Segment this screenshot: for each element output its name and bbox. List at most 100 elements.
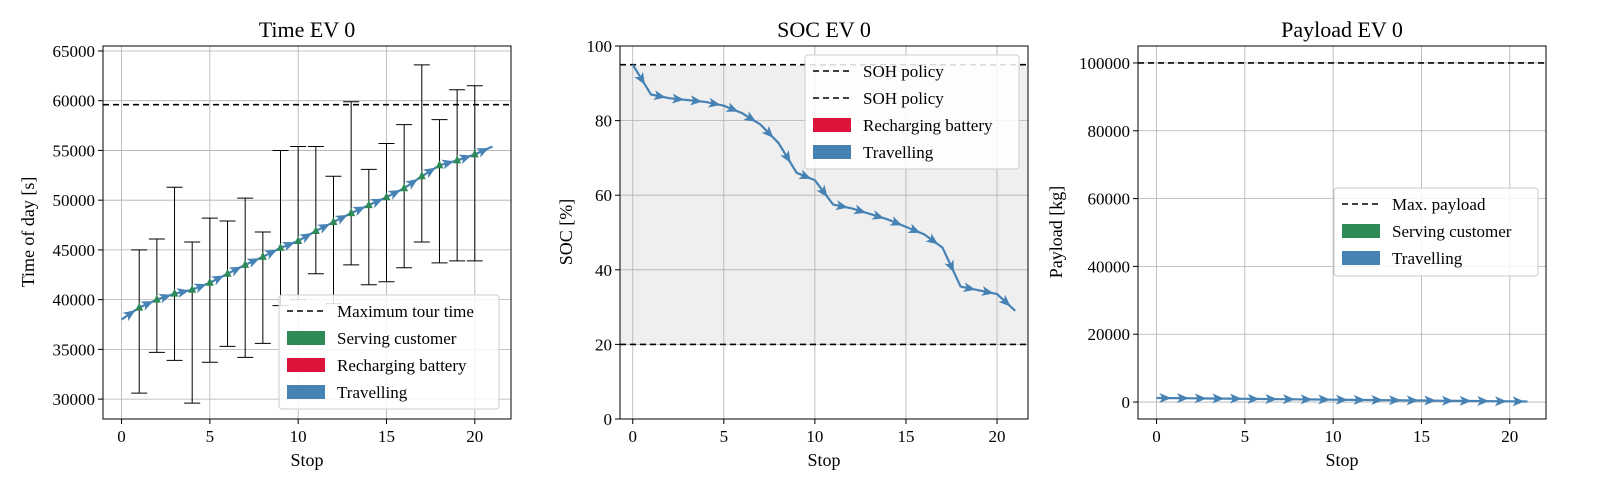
travel-arrow <box>387 190 401 200</box>
travel-arrow <box>925 233 939 245</box>
y-tick-label: 60 <box>595 186 612 205</box>
travel-arrow <box>1282 394 1296 405</box>
legend-box <box>804 54 1020 170</box>
chart-title: Payload EV 0 <box>1281 17 1403 42</box>
travel-arrow <box>458 154 472 165</box>
y-axis-label: SOC [%] <box>556 199 576 266</box>
travel-arrow <box>140 301 154 311</box>
travel-arrow <box>1229 393 1243 404</box>
travel-arrow <box>264 249 278 260</box>
travel-arrow <box>317 223 331 234</box>
legend-swatch-serving <box>287 331 325 345</box>
x-tick-label: 0 <box>1152 427 1161 446</box>
travel-arrow <box>476 147 490 158</box>
y-axis-label: Time of day [s] <box>18 177 38 288</box>
chart-title: SOC EV 0 <box>777 17 871 42</box>
travel-arrow <box>835 200 849 211</box>
travel-arrow <box>1300 394 1313 405</box>
x-tick-label: 10 <box>290 427 307 446</box>
travel-arrow <box>193 283 207 294</box>
travel-arrow <box>725 102 739 112</box>
legend-label: Recharging battery <box>863 116 993 135</box>
legend: Maximum tour time Serving customer Recha… <box>278 294 500 410</box>
travel-line <box>120 145 493 321</box>
travel-arrow <box>743 111 757 122</box>
panel-payload: Payload EV 0 Stop Payload [kg] 0 5 10 15 20 … <box>1046 17 1547 470</box>
travel-arrow <box>1459 395 1472 406</box>
x-ticks: 0 5 10 15 20 <box>1152 419 1518 446</box>
travel-arrow <box>1424 395 1437 406</box>
serving-marker <box>294 235 303 244</box>
serving-marker <box>311 226 320 235</box>
x-tick-label: 20 <box>989 427 1006 446</box>
y-tick-label: 0 <box>1122 393 1131 412</box>
travel-arrow <box>1318 394 1331 405</box>
serving-marker <box>258 251 267 260</box>
travel-arrow <box>671 93 685 104</box>
x-ticks: 0 5 10 15 20 <box>629 419 1006 446</box>
y-tick-label: 80000 <box>1088 122 1131 141</box>
travel-arrow <box>422 167 436 179</box>
serving-marker <box>223 268 232 277</box>
legend-box <box>1333 187 1539 277</box>
travel-arrow <box>158 293 172 304</box>
x-tick-label: 5 <box>206 427 215 446</box>
serving-marker <box>170 288 179 297</box>
y-tick-label: 80 <box>595 112 612 131</box>
travel-arrow <box>944 259 955 273</box>
travel-arrow <box>816 184 828 198</box>
panel-time: Time EV 0 Stop Time of day [s] 0 5 10 15 20 … <box>18 17 512 470</box>
y-tick-label: 50000 <box>53 191 96 210</box>
legend-swatch-recharging <box>287 358 325 372</box>
legend-swatch-travelling <box>287 385 325 399</box>
travel-arrow <box>1388 395 1401 406</box>
x-axis-label: Stop <box>290 450 323 470</box>
x-tick-label: 0 <box>117 427 126 446</box>
legend-label: Travelling <box>863 143 934 162</box>
travel-arrow <box>122 310 136 322</box>
x-tick-label: 5 <box>1241 427 1250 446</box>
serving-marker <box>152 294 161 303</box>
serving-marker <box>276 242 285 251</box>
travel-arrow <box>441 159 455 170</box>
travel-arrow <box>1194 393 1207 404</box>
x-tick-label: 10 <box>806 427 823 446</box>
legend-box <box>278 294 500 410</box>
y-tick-label: 60000 <box>53 92 96 111</box>
y-tick-label: 40 <box>595 261 612 280</box>
legend-label: Maximum tour time <box>337 302 474 321</box>
y-ticks: 0 20 40 60 80 100 <box>587 37 620 429</box>
x-tick-label: 5 <box>720 427 729 446</box>
legend-label: Serving customer <box>1392 222 1512 241</box>
travel-arrow <box>1441 395 1454 406</box>
travel-arrow <box>246 258 260 268</box>
panel-soc: SOC EV 0 Stop SOC [%] 0 5 10 15 20 0 20 40 60 80… <box>556 17 1029 470</box>
y-ticks: 0 20000 40000 60000 80000 100000 <box>1079 54 1138 412</box>
legend-swatch-serving <box>1342 224 1380 238</box>
serving-marker <box>435 160 444 169</box>
travel-arrow <box>853 204 867 215</box>
travel-arrow <box>1494 396 1507 407</box>
y-tick-label: 30000 <box>53 390 96 409</box>
y-tick-label: 55000 <box>53 141 96 160</box>
y-tick-label: 40000 <box>53 291 96 310</box>
travel-arrow <box>281 241 295 252</box>
y-tick-label: 45000 <box>53 241 96 260</box>
travel-arrow <box>653 90 666 101</box>
serving-marker <box>364 200 373 209</box>
serving-marker <box>188 284 197 293</box>
serving-marker <box>135 302 144 311</box>
serving-marker <box>400 183 409 192</box>
y-axis-label: Payload [kg] <box>1046 186 1066 278</box>
travel-arrow <box>211 275 225 286</box>
travel-arrow <box>634 71 645 85</box>
travel-arrow <box>1353 394 1366 405</box>
serving-marker <box>417 171 426 180</box>
travel-arrow <box>998 294 1011 307</box>
travel-arrow <box>299 233 313 244</box>
travel-arrow <box>798 169 812 179</box>
legend: Max. payload Serving customer Travelling <box>1333 187 1539 277</box>
travel-arrow <box>761 125 774 138</box>
serving-marker <box>382 192 391 201</box>
x-tick-label: 0 <box>629 427 638 446</box>
